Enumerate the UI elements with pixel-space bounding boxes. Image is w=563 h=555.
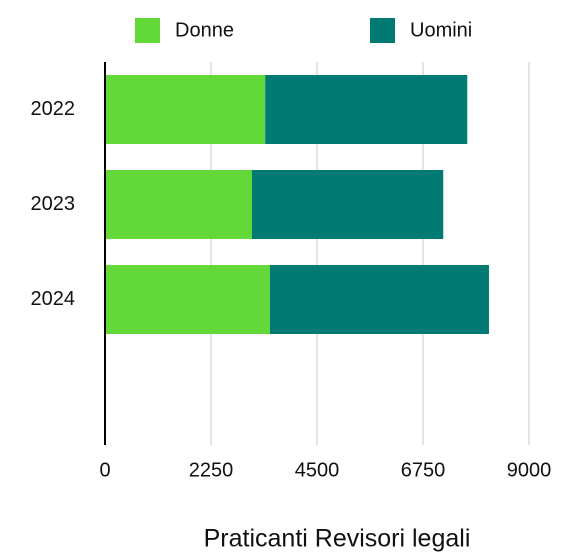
bar bbox=[251, 170, 444, 239]
x-tick-label: 9000 bbox=[507, 459, 552, 481]
legend-label: Uomini bbox=[410, 19, 472, 41]
bar bbox=[269, 265, 489, 334]
legend-swatch bbox=[135, 18, 160, 43]
legend-swatch bbox=[370, 18, 395, 43]
y-tick-label: 2023 bbox=[31, 193, 76, 215]
x-tick-label: 4500 bbox=[295, 459, 340, 481]
x-tick-label: 6750 bbox=[401, 459, 446, 481]
x-axis-label: Praticanti Revisori legali bbox=[204, 525, 471, 553]
bar bbox=[105, 170, 252, 239]
x-tick-label: 0 bbox=[99, 459, 110, 481]
legend-label: Donne bbox=[175, 19, 234, 41]
bar bbox=[105, 265, 270, 334]
bar bbox=[265, 75, 468, 144]
y-tick-label: 2022 bbox=[31, 98, 76, 120]
y-tick-label: 2024 bbox=[31, 288, 76, 310]
bar bbox=[105, 75, 266, 144]
x-tick-label: 2250 bbox=[189, 459, 234, 481]
